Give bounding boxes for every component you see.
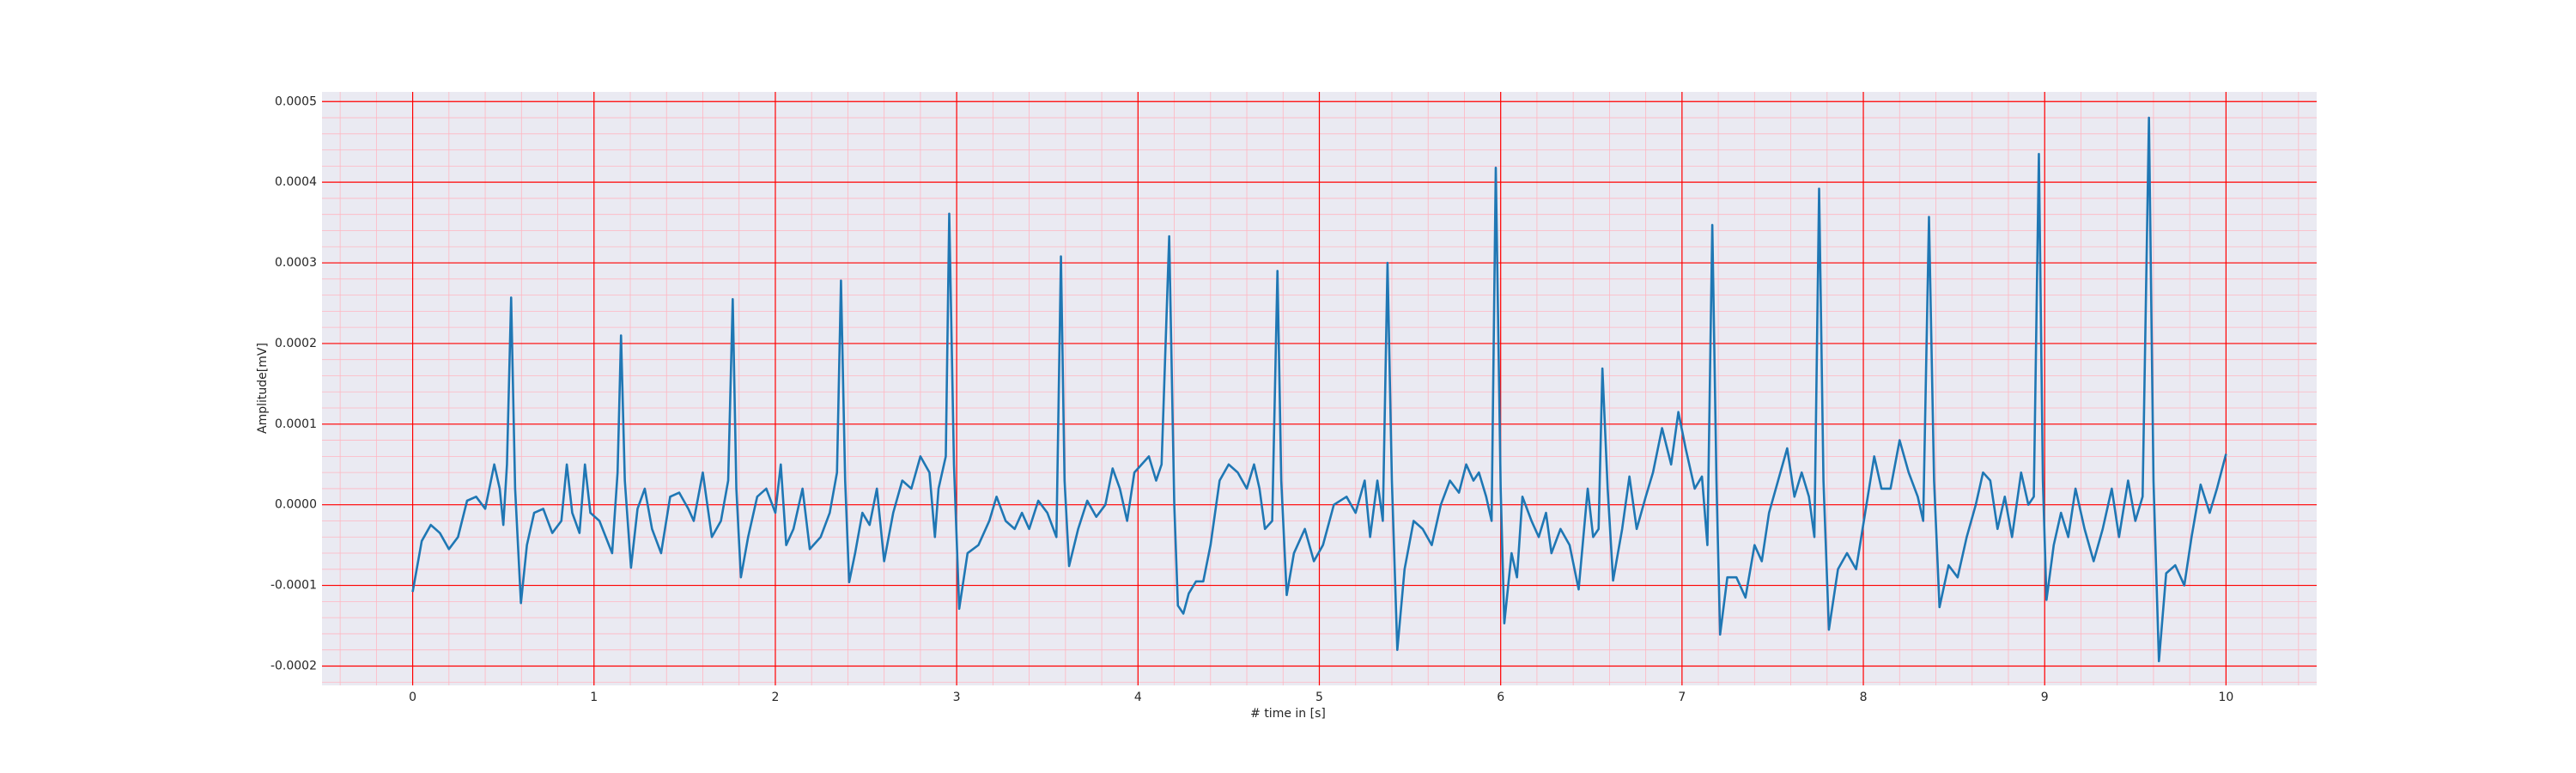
x-tick-label: 1 — [590, 691, 598, 704]
x-tick-label: 0 — [409, 691, 416, 704]
x-tick-label: 3 — [953, 691, 961, 704]
x-tick-label: 9 — [2041, 691, 2049, 704]
y-tick-label: 0.0002 — [275, 337, 317, 350]
y-tick-label: -0.0002 — [270, 659, 317, 673]
y-tick-label: 0.0005 — [275, 94, 317, 108]
grid — [322, 92, 2317, 685]
x-tick-label: 2 — [771, 691, 779, 704]
x-tick-label: 7 — [1678, 691, 1686, 704]
signal-line — [411, 116, 2227, 663]
y-tick-label: -0.0001 — [270, 579, 317, 593]
y-tick-label: 0.0003 — [275, 256, 317, 270]
x-tick-label: 10 — [2218, 691, 2233, 704]
y-axis-label: Amplitude[mV] — [256, 343, 270, 434]
y-tick-label: 0.0000 — [275, 498, 317, 512]
x-tick-label: 5 — [1315, 691, 1323, 704]
x-tick-label: 6 — [1497, 691, 1504, 704]
y-tick-label: 0.0004 — [275, 175, 317, 189]
x-axis-label: # time in [s] — [1250, 707, 1326, 721]
y-tick-label: 0.0001 — [275, 417, 317, 431]
x-tick-label: 4 — [1134, 691, 1142, 704]
x-tick-label: 8 — [1860, 691, 1868, 704]
